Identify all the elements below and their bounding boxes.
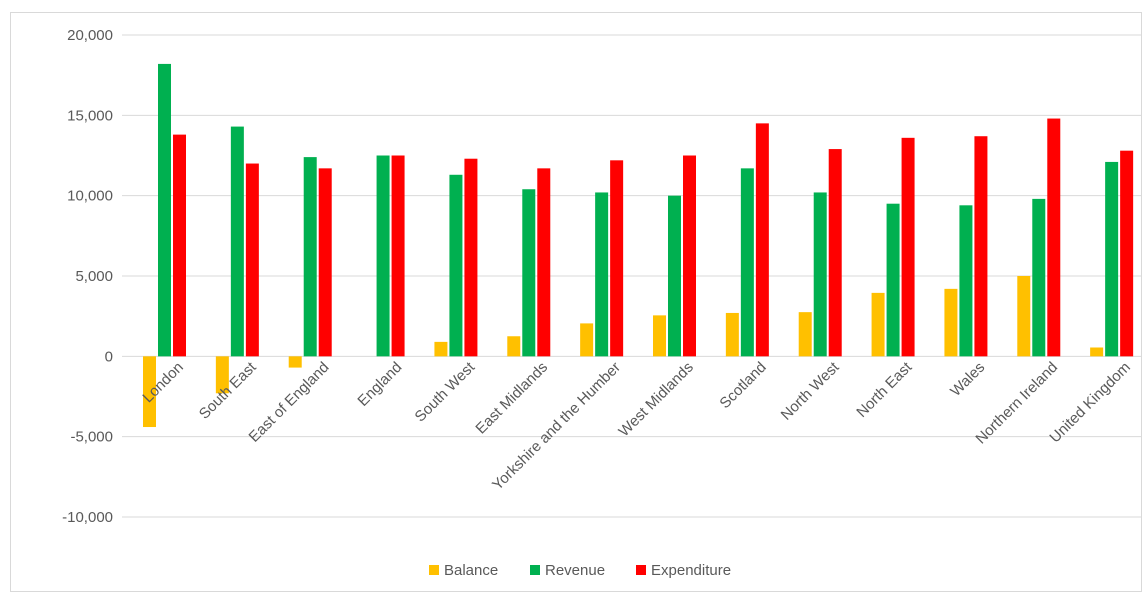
- category-label: England: [354, 359, 405, 410]
- bar-balance: [944, 288, 958, 357]
- y-tick-label: -10,000: [62, 509, 113, 526]
- y-tick-label: 10,000: [67, 188, 113, 205]
- bar-balance: [653, 315, 666, 357]
- bar-expenditure: [318, 168, 332, 357]
- bar-revenue: [740, 168, 754, 357]
- bar-revenue: [595, 192, 609, 357]
- y-tick-label: 0: [105, 348, 113, 365]
- bars-layer: [143, 63, 1134, 428]
- bar-balance: [507, 336, 521, 357]
- bar-expenditure: [391, 155, 405, 357]
- bar-balance: [1090, 347, 1104, 357]
- bar-balance: [798, 312, 812, 357]
- y-tick-label: -5,000: [70, 429, 113, 446]
- bar-expenditure: [755, 123, 769, 357]
- bar-balance: [871, 292, 885, 357]
- legend-label: Expenditure: [651, 562, 731, 579]
- category-label: Wales: [947, 359, 988, 400]
- bar-expenditure: [1120, 150, 1134, 357]
- legend-swatch-revenue: [530, 565, 540, 575]
- bar-expenditure: [683, 155, 696, 357]
- category-label: Yorkshire and the Humber: [489, 359, 624, 494]
- grid-layer: [122, 34, 1142, 518]
- bar-revenue: [1105, 161, 1119, 357]
- bar-balance: [143, 356, 156, 428]
- bar-balance: [1017, 276, 1031, 357]
- bar-revenue: [1032, 198, 1046, 357]
- bar-revenue: [376, 155, 390, 357]
- bar-revenue: [886, 203, 900, 357]
- legend-swatch-expenditure: [636, 565, 646, 575]
- category-label: East Midlands: [472, 359, 551, 438]
- legend-swatch-balance: [429, 565, 439, 575]
- y-axis-ticks: 20,000 15,000 10,000 5,000 0 -5,000 -10,000: [62, 27, 113, 526]
- bar-expenditure: [537, 168, 551, 357]
- bar-expenditure: [828, 149, 842, 357]
- bar-balance: [434, 341, 448, 357]
- bar-revenue: [522, 189, 536, 357]
- bar-balance: [215, 356, 229, 394]
- bar-expenditure: [173, 134, 186, 357]
- legend-label: Balance: [444, 562, 498, 579]
- bar-revenue: [813, 192, 827, 357]
- y-tick-label: 5,000: [75, 268, 113, 285]
- legend-label: Revenue: [545, 562, 605, 579]
- category-label: South West: [412, 358, 479, 425]
- bar-revenue: [668, 195, 681, 357]
- bar-expenditure: [610, 160, 624, 357]
- bar-balance: [580, 323, 594, 357]
- bar-balance: [725, 312, 739, 357]
- bar-revenue: [230, 126, 244, 357]
- y-tick-label: 15,000: [67, 107, 113, 124]
- bar-expenditure: [974, 136, 988, 357]
- bar-revenue: [959, 205, 973, 357]
- bar-expenditure: [245, 163, 259, 357]
- bar-expenditure: [901, 137, 915, 357]
- y-tick-label: 20,000: [67, 27, 113, 44]
- bar-revenue: [449, 174, 463, 357]
- bar-revenue: [303, 157, 317, 357]
- bar-balance: [288, 356, 302, 368]
- category-label: West Midlands: [615, 359, 696, 440]
- category-label: North East: [853, 358, 916, 421]
- category-label: Scotland: [716, 359, 769, 412]
- bar-expenditure: [1047, 118, 1061, 357]
- bar-expenditure: [464, 158, 478, 357]
- bar-revenue: [158, 63, 171, 357]
- category-label: North West: [778, 358, 843, 423]
- legend: Balance Revenue Expenditure: [429, 562, 731, 579]
